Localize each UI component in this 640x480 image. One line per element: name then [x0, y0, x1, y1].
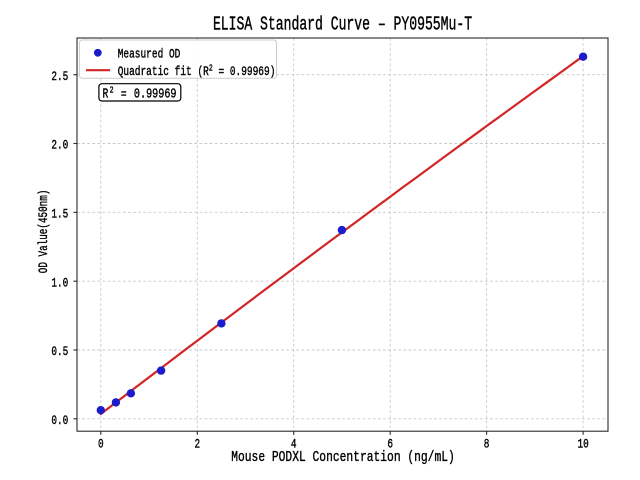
svg-text:1.5: 1.5: [51, 208, 68, 222]
svg-text:0: 0: [98, 439, 104, 453]
svg-text:R: R: [103, 86, 109, 102]
svg-text:=: =: [121, 87, 127, 102]
svg-text:0.99969: 0.99969: [134, 86, 177, 102]
svg-text:6: 6: [387, 439, 393, 453]
svg-text:2.5: 2.5: [51, 71, 68, 85]
svg-text:2: 2: [110, 86, 114, 96]
svg-text:2: 2: [194, 439, 200, 453]
svg-text:0.0: 0.0: [51, 415, 68, 429]
svg-text:OD Value(450nm): OD Value(450nm): [36, 190, 51, 274]
svg-text:0.5: 0.5: [51, 346, 68, 360]
svg-text:4: 4: [291, 439, 297, 453]
svg-text:10: 10: [577, 439, 589, 453]
svg-text:Mouse PODXL Concentration (ng/: Mouse PODXL Concentration (ng/mL): [231, 449, 455, 466]
svg-text:8: 8: [484, 439, 490, 453]
svg-text:2.0: 2.0: [51, 140, 68, 154]
svg-text:ELISA Standard Curve – PY0955M: ELISA Standard Curve – PY0955Mu-T: [213, 13, 472, 35]
svg-text:Quadratic fit (R2 = 0.99969): Quadratic fit (R2 = 0.99969): [118, 63, 276, 79]
svg-text:Measured OD: Measured OD: [118, 47, 181, 62]
svg-text:1.0: 1.0: [51, 277, 68, 291]
